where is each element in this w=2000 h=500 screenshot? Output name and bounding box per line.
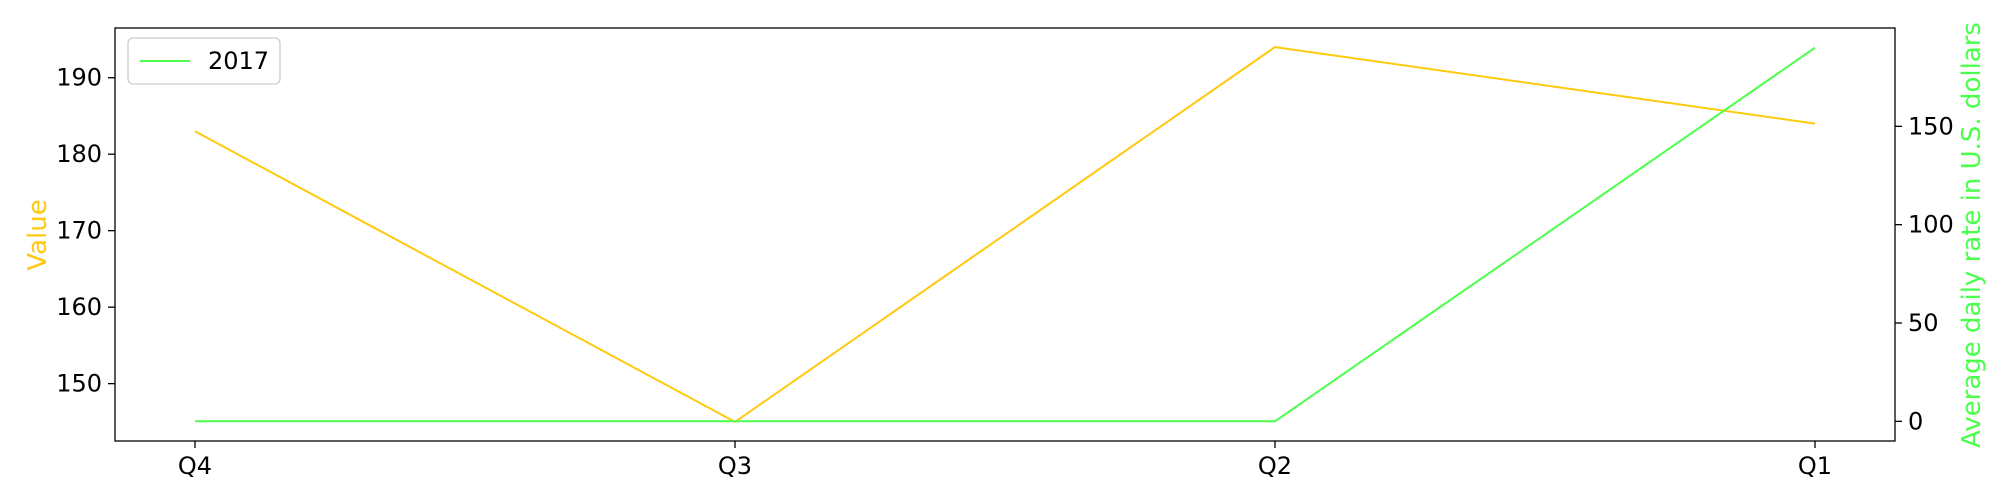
y-tick-label: 170 — [56, 217, 102, 245]
y-tick-label: 150 — [56, 370, 102, 398]
series-line-value — [194, 46, 1816, 423]
x-axis: Q4 Q3 Q2 Q1 — [178, 441, 1832, 480]
left-y-axis-title: Value — [23, 199, 53, 270]
legend-label-2017: 2017 — [208, 47, 269, 75]
x-tick-label: Q2 — [1258, 452, 1292, 480]
y-right-tick-label: 0 — [1908, 407, 1923, 435]
left-y-axis: 150 160 170 180 190 — [56, 64, 115, 398]
y-right-tick-label: 150 — [1908, 112, 1954, 140]
y-tick-label: 190 — [56, 64, 102, 92]
legend-box — [127, 37, 281, 85]
y-right-tick-label: 50 — [1908, 309, 1939, 337]
x-tick-label: Q4 — [178, 452, 212, 480]
series-line-2017 — [195, 46, 1816, 423]
x-tick-label: Q1 — [1798, 452, 1832, 480]
plot-area-frame — [114, 27, 1896, 442]
right-y-axis: 0 50 100 150 — [1895, 112, 1954, 435]
right-y-axis-title: Average daily rate in U.S. dollars — [1957, 22, 1987, 448]
legend: 2017 — [127, 37, 281, 85]
y-right-tick-label: 100 — [1908, 211, 1954, 239]
y-tick-label: 160 — [56, 293, 102, 321]
x-tick-label: Q3 — [718, 452, 752, 480]
y-tick-label: 180 — [56, 140, 102, 168]
series-layer — [194, 46, 1816, 423]
